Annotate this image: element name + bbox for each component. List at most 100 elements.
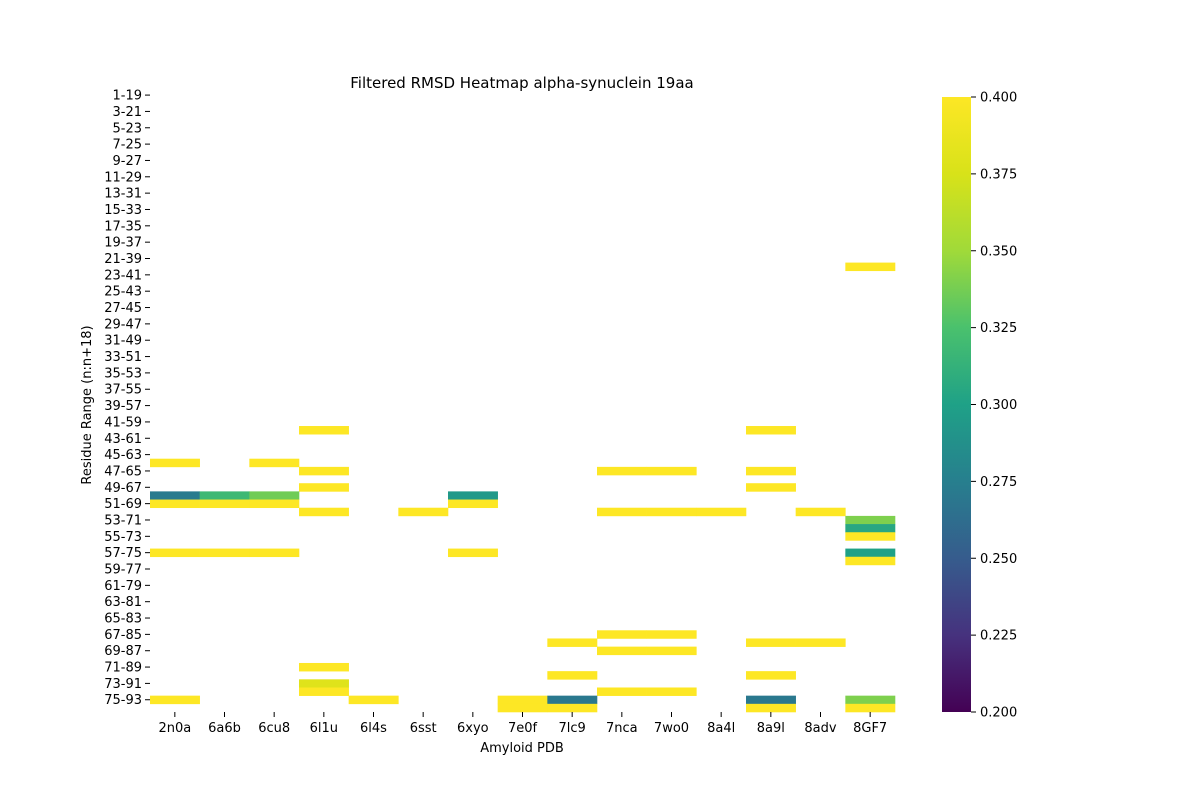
colorbar-tick-label: 0.350 (980, 244, 1017, 259)
y-tick-label: 11-29 (104, 170, 142, 185)
heatmap-cell (845, 556, 896, 566)
heatmap-cell (746, 703, 796, 713)
heatmap-cell (646, 630, 697, 639)
heatmap-cell (299, 466, 349, 476)
y-tick-label: 15-33 (104, 203, 142, 218)
heatmap-cell (348, 695, 399, 705)
y-tick-label: 61-79 (104, 579, 142, 594)
heatmap-cell (448, 499, 498, 509)
y-tick-label: 55-73 (104, 530, 142, 545)
y-tick-label: 41-59 (104, 415, 142, 430)
heatmap-cell (845, 532, 896, 541)
heatmap-cell (249, 491, 300, 500)
x-axis-label: Amyloid PDB (480, 741, 564, 756)
heatmap-cell (597, 466, 647, 476)
colorbar-ticks: 0.200 0.225 0.250 0.275 0.300 0.325 0.350 0.375… (971, 91, 1017, 721)
heatmap-cell (696, 507, 747, 517)
colorbar (942, 97, 971, 712)
heatmap-cell (597, 687, 647, 696)
y-tick-label: 31-49 (104, 334, 142, 349)
heatmap-cell (746, 638, 796, 647)
y-tick-label: 65-83 (104, 612, 142, 627)
colorbar-tick-label: 0.325 (980, 321, 1017, 336)
y-tick-label: 75-93 (104, 693, 142, 708)
y-tick-label: 59-77 (104, 563, 142, 578)
heatmap-cell (150, 458, 200, 468)
y-tick-label: 69-87 (104, 644, 142, 659)
x-tick-label: 8a4l (707, 721, 735, 736)
heatmap-cell (199, 499, 250, 509)
colorbar-tick-label: 0.400 (980, 91, 1017, 106)
x-tick-label: 2n0a (158, 721, 191, 736)
y-tick-label: 3-21 (112, 105, 142, 120)
heatmap-cell (299, 679, 349, 688)
y-tick-label: 25-43 (104, 285, 142, 300)
x-axis-ticks: 2n0a 6a6b 6cu8 6l1u 6l4s 6sst 6xyo 7e0f 7lc9 7nca… (158, 712, 887, 736)
colorbar-tick-label: 0.300 (980, 398, 1017, 413)
heatmap-cell (746, 426, 796, 435)
heatmap-cell (497, 695, 548, 705)
y-tick-label: 67-85 (104, 628, 142, 643)
heatmap-cell (448, 548, 498, 558)
x-tick-label: 7nca (606, 721, 638, 736)
heatmap-cell (746, 466, 796, 476)
heatmap-cell (299, 507, 349, 517)
heatmap-cell (299, 662, 349, 672)
colorbar-tick-label: 0.275 (980, 475, 1017, 490)
heatmap-cell (845, 703, 896, 713)
y-tick-label: 57-75 (104, 546, 142, 561)
x-tick-label: 6a6b (208, 721, 241, 736)
x-tick-label: 8GF7 (853, 721, 887, 736)
colorbar-tick-label: 0.225 (980, 629, 1017, 644)
heatmap-cell (249, 548, 300, 558)
heatmap-cell (845, 695, 896, 705)
x-tick-label: 6xyo (457, 721, 489, 736)
colorbar-tick-label: 0.250 (980, 552, 1017, 567)
heatmap-cell (448, 491, 498, 500)
heatmap-cell (845, 548, 896, 558)
heatmap-cell (646, 646, 697, 656)
y-tick-label: 39-57 (104, 399, 142, 414)
heatmap-cell (795, 638, 846, 647)
y-tick-label: 27-45 (104, 301, 142, 316)
x-tick-label: 6cu8 (258, 721, 290, 736)
y-tick-label: 51-69 (104, 497, 142, 512)
heatmap-cell (150, 499, 200, 509)
heatmap-cell (299, 426, 349, 435)
heatmap-cell (547, 638, 598, 647)
heatmap-cell (199, 491, 250, 500)
heatmap-cell (249, 458, 300, 468)
y-tick-label: 33-51 (104, 350, 142, 365)
heatmap-cell (845, 515, 896, 525)
heatmap-cell (299, 483, 349, 492)
y-tick-label: 53-71 (104, 513, 142, 528)
heatmap-cell (597, 507, 647, 517)
x-tick-label: 6l4s (360, 721, 387, 736)
heatmap-cell (597, 646, 647, 656)
heatmap-cell (398, 507, 449, 517)
y-tick-label: 7-25 (112, 138, 142, 153)
heatmap-cell (646, 466, 697, 476)
x-tick-label: 7e0f (508, 721, 538, 736)
y-tick-label: 37-55 (104, 383, 142, 398)
heatmap-cell (199, 548, 250, 558)
heatmap-cell (795, 507, 846, 517)
y-tick-label: 49-67 (104, 481, 142, 496)
y-tick-label: 43-61 (104, 432, 142, 447)
y-tick-label: 17-35 (104, 219, 142, 234)
x-tick-label: 7lc9 (559, 721, 586, 736)
y-tick-label: 73-91 (104, 677, 142, 692)
y-tick-label: 1-19 (112, 89, 142, 104)
y-axis-label: Residue Range (n:n+18) (80, 325, 95, 484)
heatmap-cell (299, 687, 349, 696)
heatmap-cell (547, 695, 598, 705)
heatmap-cell (547, 703, 598, 713)
y-tick-label: 71-89 (104, 661, 142, 676)
x-tick-label: 7wo0 (654, 721, 689, 736)
heatmap-cell (150, 491, 200, 500)
heatmap-cells (150, 262, 896, 713)
heatmap-cell (845, 524, 896, 533)
heatmap-cell (746, 695, 796, 705)
